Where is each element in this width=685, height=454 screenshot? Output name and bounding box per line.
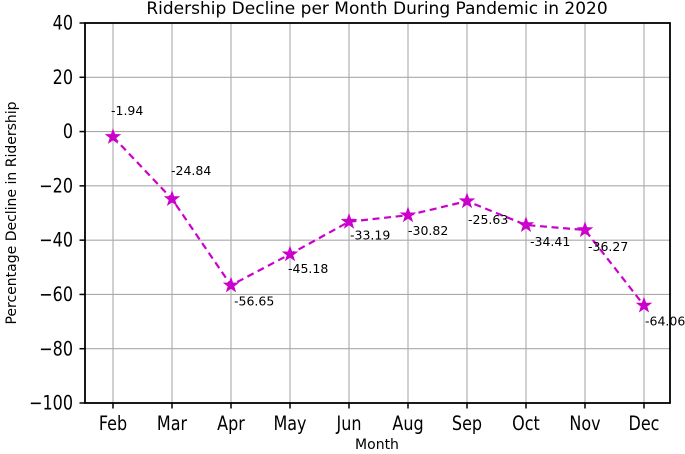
data-point-jun — [340, 212, 358, 229]
y-tick-label--40: −40 — [39, 229, 73, 252]
y-tick-label--20: −20 — [39, 175, 73, 198]
y-tick-label--100: −100 — [29, 392, 73, 415]
data-point-nov — [576, 221, 594, 238]
data-label-sep: -25.63 — [468, 212, 508, 227]
data-label-mar: -24.84 — [171, 163, 211, 178]
data-marker-group — [104, 128, 653, 313]
gridlines — [85, 22, 670, 404]
data-point-aug — [399, 206, 417, 223]
tick-labels: Feb Mar Apr May Jun Aug Sep Oct Nov Dec 40 20 0 −20 −4… — [29, 12, 659, 435]
data-point-dec — [635, 296, 653, 313]
data-label-feb: -1.94 — [111, 103, 143, 118]
x-tick-label-sep: Sep — [452, 413, 482, 436]
data-line-group — [112, 136, 645, 307]
chart-title: Ridership Decline per Month During Pande… — [146, 0, 607, 19]
y-tick-label--80: −80 — [39, 338, 73, 361]
data-point-feb — [104, 128, 122, 144]
data-point-mar — [163, 190, 181, 207]
plot-border — [84, 22, 671, 404]
data-point-sep — [458, 192, 476, 209]
data-point-apr — [222, 276, 240, 293]
data-label-nov: -36.27 — [588, 239, 628, 254]
x-tick-label-apr: Apr — [217, 413, 245, 436]
y-tick-label-20: 20 — [53, 66, 73, 89]
data-label-dec: -64.06 — [645, 313, 685, 328]
data-point-oct — [517, 216, 535, 233]
x-axis-label: Month — [355, 437, 399, 453]
y-axis-label: Percentage Decline in Ridership — [4, 101, 20, 324]
x-tick-label-feb: Feb — [99, 413, 127, 436]
x-tick-label-mar: Mar — [157, 413, 188, 436]
x-tick-label-may: May — [273, 413, 306, 436]
x-tick-label-jun: Jun — [336, 413, 362, 436]
y-tick-label-40: 40 — [53, 12, 73, 35]
data-label-oct: -34.41 — [530, 234, 570, 249]
data-label-may: -45.18 — [288, 261, 328, 276]
x-tick-label-oct: Oct — [512, 413, 540, 436]
data-label-aug: -30.82 — [408, 223, 448, 238]
data-label-apr: -56.65 — [234, 293, 274, 308]
data-label-jun: -33.19 — [350, 228, 390, 243]
x-tick-label-nov: Nov — [569, 413, 601, 436]
ridership-trend-line — [112, 136, 645, 307]
y-tick-label--60: −60 — [39, 284, 73, 307]
data-point-may — [281, 245, 299, 262]
y-tick-label-0: 0 — [63, 121, 73, 144]
x-tick-label-aug: Aug — [392, 413, 423, 436]
x-tick-label-dec: Dec — [629, 413, 660, 436]
data-point-labels: -1.94 -24.84 -56.65 -45.18 -33.19 -30.82 -25.6… — [111, 103, 685, 329]
tick-marks — [79, 22, 645, 409]
